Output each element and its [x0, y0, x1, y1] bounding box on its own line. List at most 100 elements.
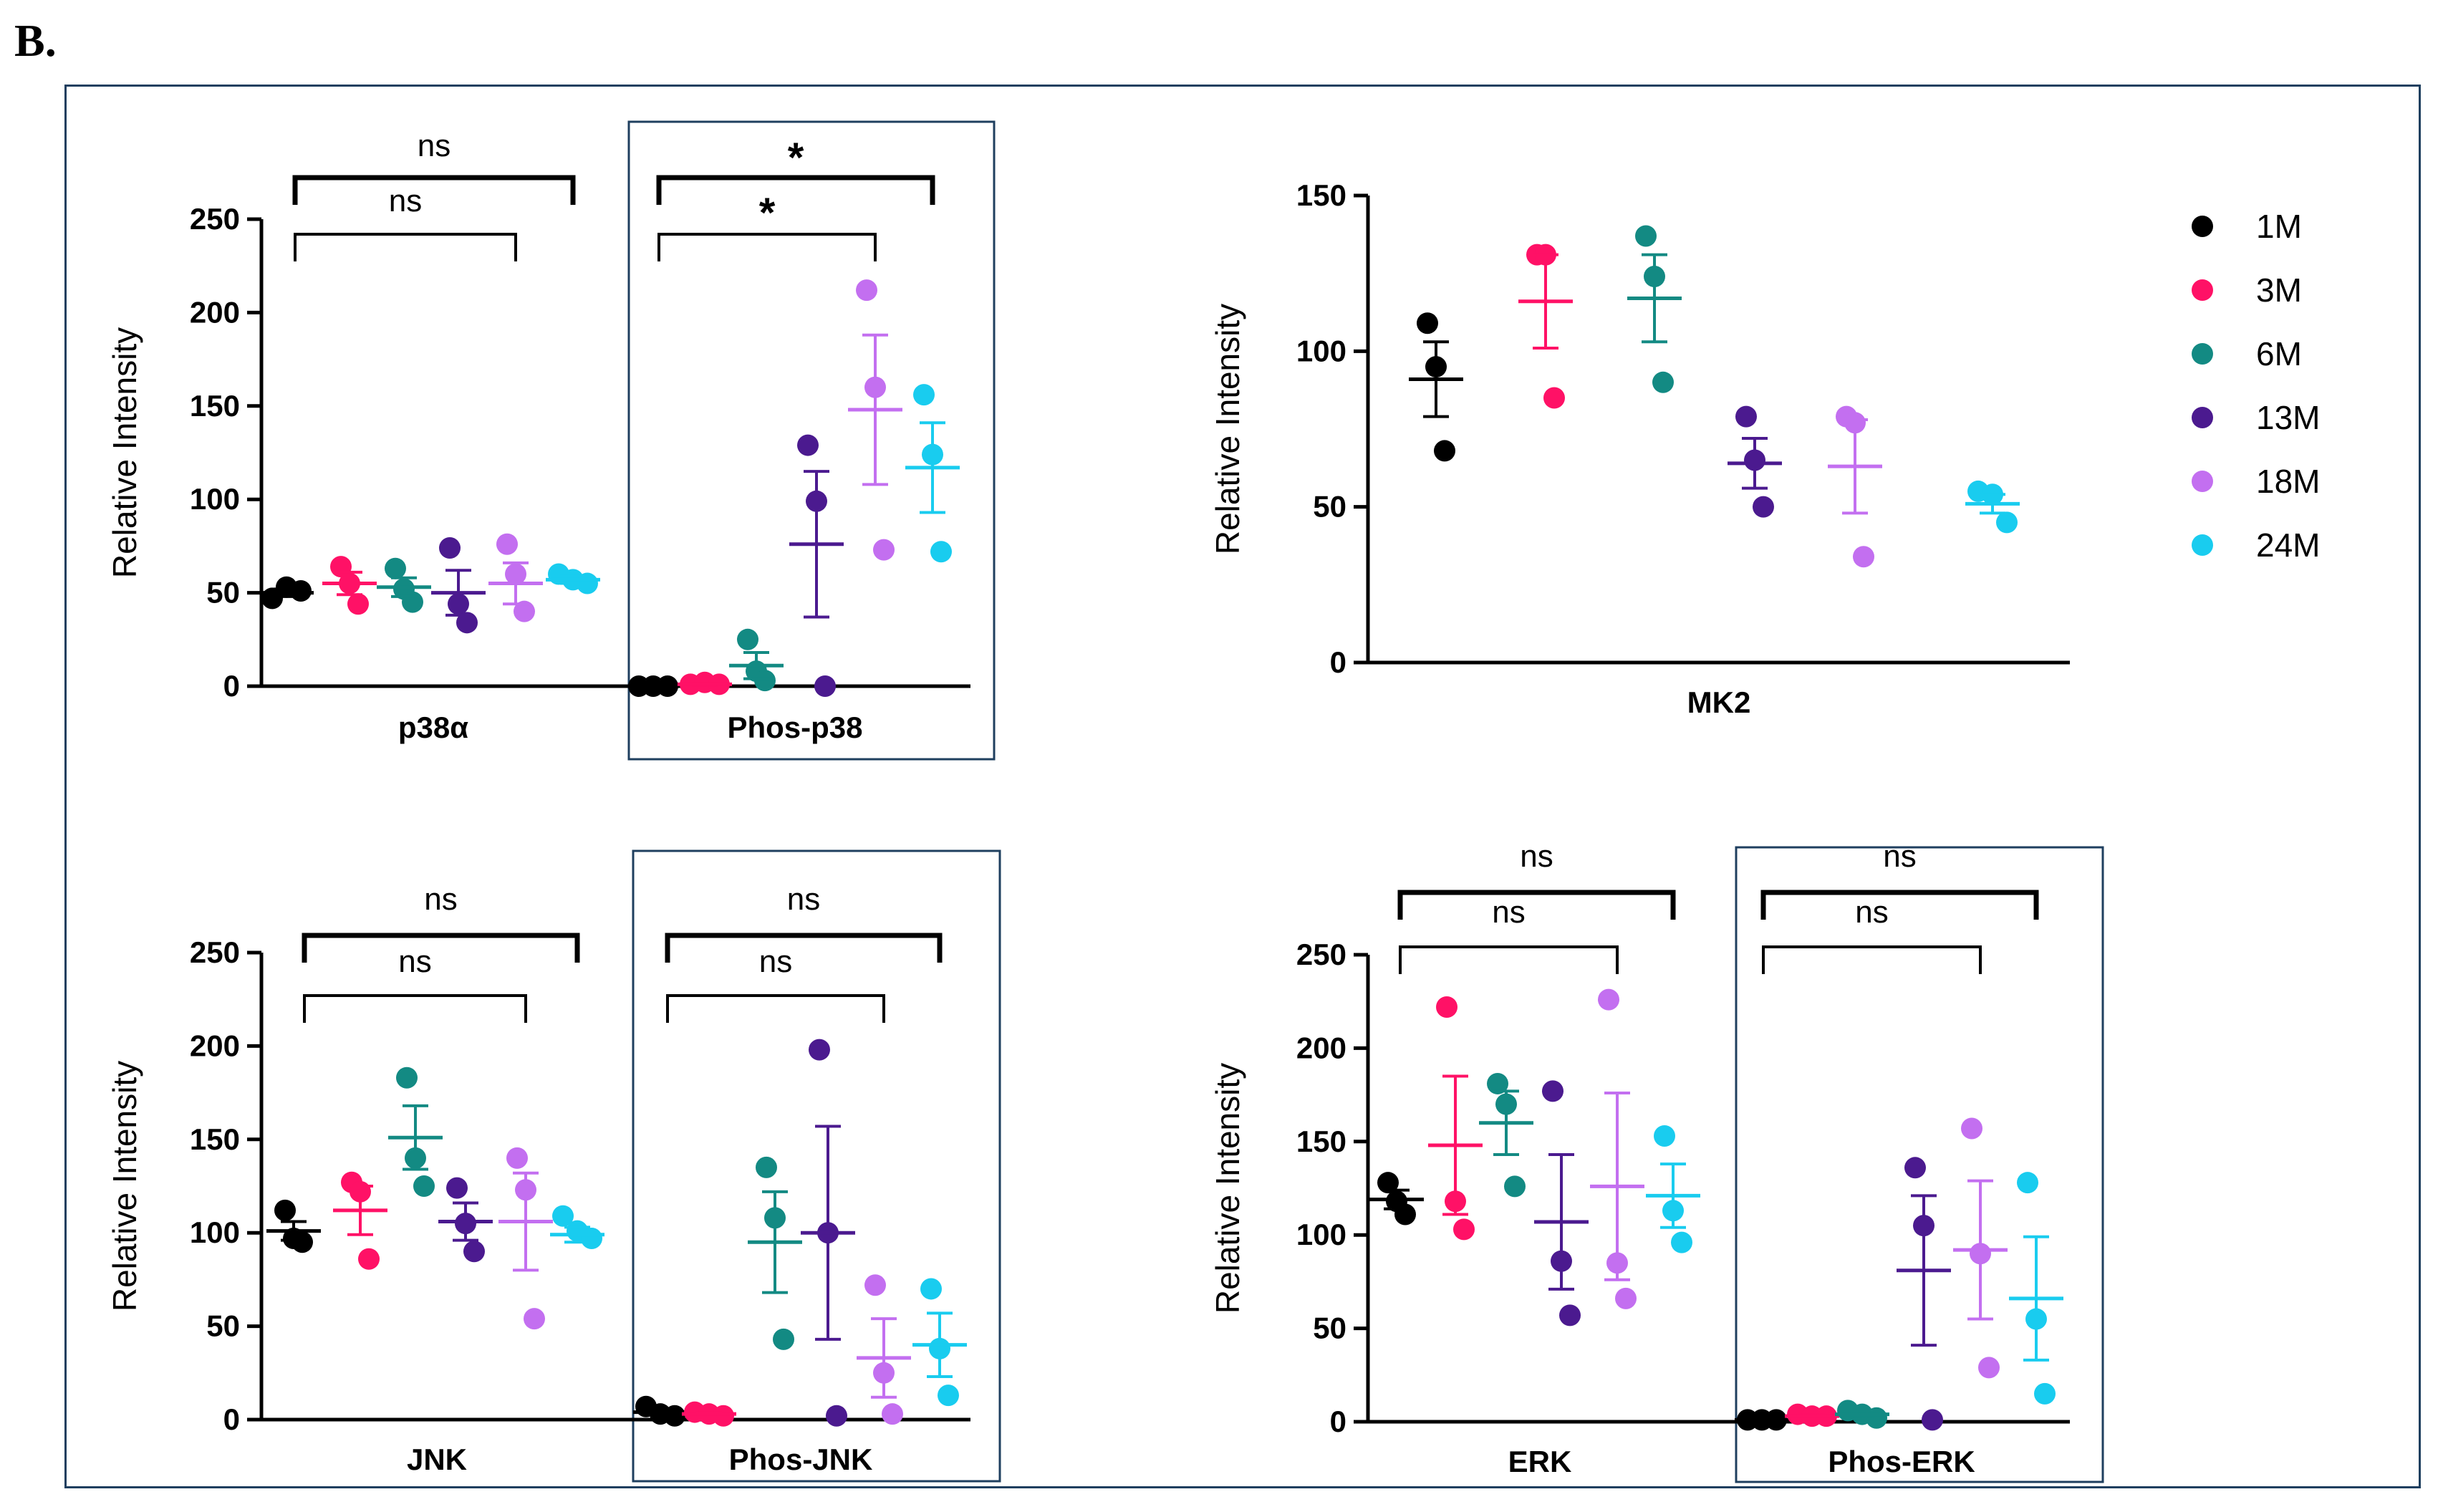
significance-label: ns — [1520, 839, 1553, 874]
legend-marker-1m — [2192, 216, 2213, 237]
data-point-24m — [552, 1205, 574, 1227]
y-tick-label: 50 — [1313, 490, 1346, 524]
data-point-18m — [1978, 1357, 2000, 1379]
category-label: p38α — [398, 711, 468, 744]
y-tick-label: 0 — [223, 1402, 240, 1436]
data-point-18m — [873, 539, 895, 561]
data-point-13m — [456, 612, 478, 634]
significance-label: * — [788, 135, 804, 181]
data-point-6m — [773, 1328, 794, 1350]
data-point-18m — [496, 533, 518, 555]
y-tick-label: 50 — [206, 576, 240, 610]
phospho-box-phos-erk — [1735, 846, 2104, 1483]
significance-label: ns — [787, 882, 820, 917]
legend-marker-13m — [2192, 407, 2213, 428]
data-point-13m — [797, 434, 819, 456]
y-tick-label: 50 — [1313, 1311, 1346, 1345]
y-tick-label: 250 — [1296, 938, 1346, 971]
phospho-box-phos-jnk — [632, 849, 1001, 1483]
data-point-24m — [581, 1228, 602, 1250]
data-point-24m — [2034, 1382, 2056, 1405]
data-point-3m — [358, 1248, 380, 1270]
data-point-6m — [756, 1156, 777, 1178]
data-point-1m — [290, 579, 312, 602]
data-point-13m — [814, 675, 836, 697]
data-point-24m — [1654, 1125, 1675, 1147]
legend-label: 18M — [2256, 463, 2320, 500]
y-tick-label: 250 — [190, 935, 240, 969]
significance-bracket — [1762, 945, 1982, 974]
data-point-6m — [1652, 371, 1674, 393]
phospho-box-phos-p38 — [627, 120, 996, 761]
data-point-3m — [347, 593, 369, 615]
data-point-13m — [809, 1039, 830, 1061]
y-tick-label: 150 — [1296, 178, 1346, 212]
data-point-13m — [439, 537, 461, 559]
y-tick-label: 0 — [1330, 1405, 1346, 1438]
data-point-1m — [292, 1231, 313, 1253]
data-point-18m — [524, 1308, 545, 1330]
legend-label: 24M — [2256, 526, 2320, 564]
y-tick-label: 100 — [1296, 334, 1346, 367]
data-point-6m — [396, 1066, 418, 1089]
data-point-24m — [930, 541, 952, 563]
data-point-3m — [713, 1405, 734, 1427]
data-point-24m — [1996, 511, 2018, 534]
y-tick-label: 150 — [190, 1122, 240, 1156]
data-point-6m — [1487, 1072, 1508, 1094]
y-axis-label: Relative Intensity — [1209, 304, 1246, 554]
category-label: Phos-JNK — [729, 1443, 873, 1476]
data-point-13m — [463, 1241, 485, 1263]
y-tick-label: 0 — [1330, 645, 1346, 679]
legend-marker-24m — [2192, 534, 2213, 556]
significance-bracket — [302, 933, 580, 963]
y-tick-label: 0 — [223, 669, 240, 703]
significance-bracket — [292, 175, 576, 205]
data-point-13m — [1922, 1409, 1943, 1431]
significance-label: * — [759, 190, 776, 236]
significance-bracket — [1397, 890, 1676, 920]
y-tick-label: 150 — [1296, 1125, 1346, 1158]
data-point-1m — [1377, 1172, 1399, 1194]
y-tick-label: 150 — [190, 389, 240, 423]
legend-marker-6m — [2192, 343, 2213, 365]
y-tick-label: 200 — [190, 1029, 240, 1062]
legend-marker-18m — [2192, 471, 2213, 492]
data-point-24m — [938, 1385, 959, 1407]
chart-jnk: 0 50 100 150 200 250 Relative Intensity JNK Phos… — [106, 849, 1001, 1483]
legend: 1M 3M 6M 13M 18M 24M — [2192, 208, 2320, 564]
data-point-24m — [913, 384, 935, 406]
data-point-6m — [754, 670, 776, 692]
data-point-24m — [920, 1278, 942, 1300]
y-tick-label: 50 — [206, 1309, 240, 1343]
data-point-13m — [1542, 1080, 1564, 1102]
significance-label: ns — [424, 882, 457, 917]
data-point-3m — [1453, 1218, 1475, 1241]
y-tick-label: 100 — [190, 482, 240, 516]
significance-label: ns — [398, 944, 431, 979]
legend-marker-3m — [2192, 279, 2213, 301]
data-point-13m — [446, 1177, 468, 1199]
chart-erk: 0 50 100 150 200 250 Relative Intensity ERK Phos… — [1209, 839, 2104, 1483]
significance-label: ns — [389, 183, 422, 218]
legend-label: 1M — [2256, 208, 2302, 245]
significance-label: ns — [1883, 839, 1916, 874]
data-point-1m — [1434, 440, 1455, 462]
significance-label: ns — [759, 944, 792, 979]
data-point-18m — [1853, 546, 1874, 568]
significance-label: ns — [1855, 895, 1888, 930]
data-point-3m — [1543, 387, 1565, 409]
y-tick-label: 200 — [1296, 1031, 1346, 1064]
significance-bracket — [1760, 890, 2039, 920]
category-label: MK2 — [1687, 685, 1751, 719]
significance-bracket — [294, 233, 517, 261]
figure-label: B. — [14, 15, 57, 66]
data-point-6m — [413, 1175, 435, 1197]
data-point-18m — [882, 1403, 903, 1425]
y-axis-label: Relative Intensity — [106, 1061, 143, 1311]
data-point-18m — [506, 1147, 528, 1169]
legend-label: 3M — [2256, 271, 2302, 309]
significance-bracket — [656, 175, 935, 205]
data-point-6m — [1866, 1407, 1887, 1429]
